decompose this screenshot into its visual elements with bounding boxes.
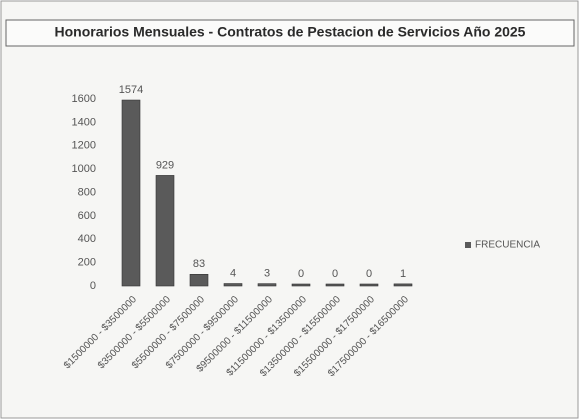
bar [189, 273, 209, 287]
value-label: 0 [366, 268, 372, 280]
legend-swatch [465, 242, 471, 248]
title-box [5, 19, 575, 47]
y-tick-label: 800 [78, 186, 96, 198]
y-tick-label: 400 [78, 233, 96, 245]
value-label: 0 [332, 268, 338, 280]
value-label: 1574 [119, 84, 143, 96]
value-label: 83 [193, 258, 205, 270]
bar [325, 283, 345, 287]
y-tick-label: 600 [78, 210, 96, 222]
y-tick-label: 1600 [72, 93, 96, 105]
y-tick-label: 1200 [72, 140, 96, 152]
value-label: 0 [298, 268, 304, 280]
y-tick-label: 200 [78, 257, 96, 269]
bar [393, 283, 413, 287]
bar [121, 99, 141, 287]
bar [359, 283, 379, 287]
bar [291, 283, 311, 287]
y-tick-label: 1400 [72, 116, 96, 128]
legend-label: FRECUENCIA [475, 240, 540, 251]
y-tick-label: 1000 [72, 163, 96, 175]
bar [223, 283, 243, 287]
bar [257, 283, 277, 287]
value-label: 3 [264, 268, 270, 280]
value-label: 1 [400, 268, 406, 280]
bar [155, 175, 175, 287]
value-label: 4 [230, 267, 236, 279]
chart-title: Honorarios Mensuales - Contratos de Pest… [55, 24, 526, 40]
value-label: 929 [156, 159, 174, 171]
y-tick-label: 0 [90, 280, 96, 292]
